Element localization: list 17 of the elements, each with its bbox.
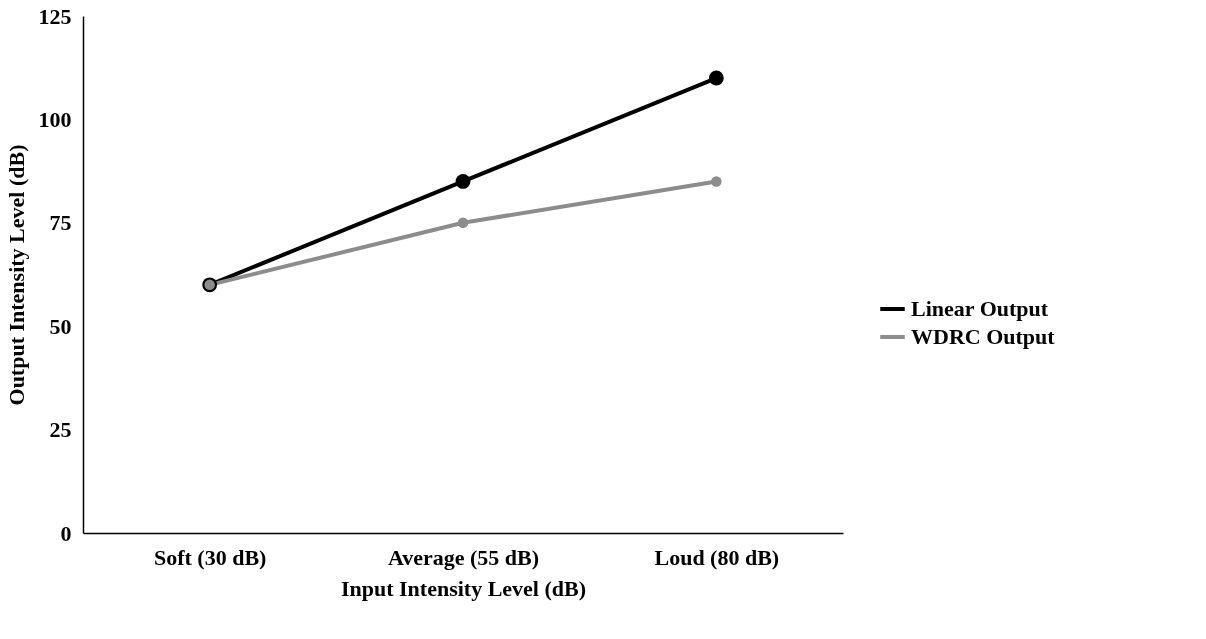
y-tick-label: 100 (38, 106, 72, 132)
x-tick-label: Loud (80 dB) (654, 544, 780, 570)
legend-label: WDRC Output (911, 324, 1056, 349)
y-axis-title: Output Intensity Level (dB) (3, 144, 29, 406)
point (457, 217, 469, 229)
y-tick-label: 50 (49, 313, 72, 339)
point (455, 174, 471, 189)
y-tick-label: 25 (49, 417, 72, 443)
y-tick-label: 125 (38, 3, 72, 29)
point (711, 176, 722, 187)
legend-label: Linear Output (911, 296, 1049, 321)
point (708, 70, 724, 86)
x-tick-label: Soft (30 dB) (153, 544, 267, 570)
x-tick-label: Average (55 dB) (387, 544, 540, 570)
x-axis-title: Input Intensity Level (dB) (340, 575, 587, 601)
y-tick-label: 0 (60, 520, 72, 546)
y-tick-label: 75 (49, 210, 72, 236)
